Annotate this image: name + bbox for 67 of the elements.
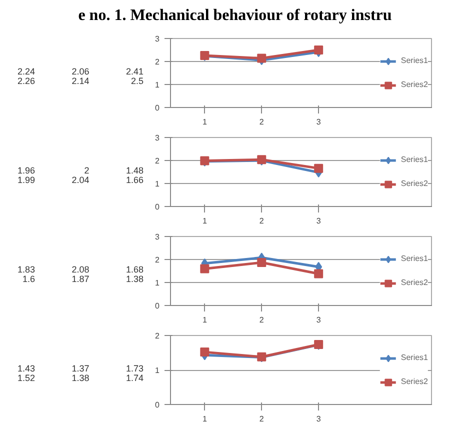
y-tick-label: 3	[155, 134, 160, 142]
text: 1.83	[18, 264, 36, 275]
text: 1.38	[72, 372, 90, 383]
x-tick-label: 3	[316, 118, 322, 126]
text: 1.99	[18, 174, 36, 185]
y-tick-label: 1	[155, 180, 160, 188]
legend-label: Series1	[400, 353, 428, 362]
text: 2.5	[131, 76, 144, 86]
x-tick-label: 1	[202, 118, 208, 126]
x-tick-label: 2	[259, 414, 264, 423]
text: 2.41	[126, 66, 144, 77]
x-tick-label: 3	[316, 316, 322, 324]
text: 1.37	[72, 364, 90, 374]
x-tick-label: 1	[202, 316, 208, 324]
text: 2.06	[72, 66, 90, 77]
text: 2.04	[72, 174, 90, 185]
text: 2	[84, 166, 90, 176]
text: 1.48	[126, 166, 144, 176]
text: 1.66	[126, 174, 144, 185]
legend-label: Series2	[400, 377, 428, 386]
x-tick-label: 3	[316, 414, 322, 423]
x-tick-label: 2	[259, 316, 264, 324]
y-tick-label: 1	[155, 80, 160, 90]
legend-label: Series1	[400, 254, 428, 263]
point	[314, 46, 324, 54]
y-tick-label: 1	[155, 278, 160, 288]
x-tick-label: 2	[259, 216, 264, 226]
x-tick-label: 1	[202, 216, 208, 226]
point	[257, 258, 266, 267]
point	[314, 269, 324, 278]
x-tick-label: 1	[202, 414, 208, 423]
text: 1.96	[18, 166, 36, 176]
y-tick-label: 3	[155, 232, 160, 242]
y-tick-label: 2	[155, 156, 160, 166]
point	[200, 348, 210, 357]
y-tick-label: 2	[155, 332, 160, 340]
y-tick-label: 3	[155, 34, 160, 44]
legend-label: Series2	[400, 179, 428, 188]
text: 2.26	[18, 76, 36, 86]
text: 2.24	[18, 66, 36, 77]
point	[257, 54, 266, 63]
text: 1.87	[72, 274, 90, 284]
y-tick-label: 0	[155, 302, 160, 310]
y-tick-label: 0	[155, 104, 160, 112]
legend-label: Series2	[400, 278, 428, 287]
text: 2.08	[72, 264, 90, 275]
text: 1.68	[126, 264, 144, 275]
y-tick-label: 0	[155, 202, 160, 212]
point	[314, 164, 324, 173]
text: 1.52	[18, 372, 36, 383]
y-tick-label: 2	[155, 256, 160, 264]
text: 1.38	[126, 274, 144, 284]
text: 2.14	[72, 76, 90, 86]
legend-label: Series1	[400, 56, 428, 65]
chart-title: e no. 1. Mechanical behaviour of rotary instru	[78, 6, 392, 26]
text: 1.73	[126, 364, 144, 374]
legend-label: Series1	[400, 155, 428, 164]
y-tick-label: 0	[155, 400, 160, 410]
legend-label: Series2	[400, 80, 428, 89]
y-tick-label: 2	[155, 58, 160, 66]
text: 1.6	[22, 274, 36, 284]
x-tick-label: 2	[259, 118, 264, 126]
point	[200, 264, 210, 274]
text: 1.43	[18, 364, 36, 374]
x-tick-label: 3	[316, 216, 322, 226]
text: 1.74	[126, 372, 144, 383]
y-tick-label: 1	[155, 366, 160, 375]
